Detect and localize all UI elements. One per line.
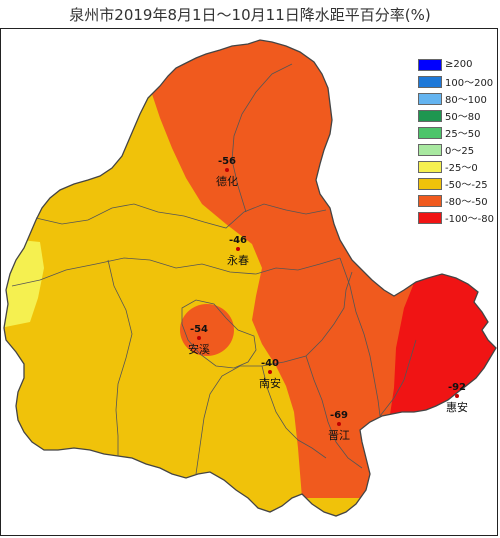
legend-item: -25～0 (418, 158, 494, 175)
station-name: 晋江 (328, 429, 350, 442)
legend-item: 25～50 (418, 124, 494, 141)
legend-swatch (418, 75, 442, 88)
county-boundaries (11, 63, 417, 475)
city-boundary (3, 39, 497, 517)
legend-item: ≥200 (418, 56, 494, 73)
legend-item: -80～-50 (418, 192, 494, 209)
legend-item: 100～200 (418, 73, 494, 90)
station-jinjiang: -69 晋江 (317, 410, 361, 443)
zone-anxi-minus80-to-minus50 (180, 304, 234, 356)
map-frame (0, 28, 498, 536)
legend-swatch (418, 58, 442, 71)
map-title: 泉州市2019年8月1日～10月11日降水距平百分率(%) (69, 6, 431, 24)
legend-swatch (418, 126, 442, 139)
legend-item: 50～80 (418, 107, 494, 124)
station-name: 安溪 (188, 343, 210, 356)
station-value: -92 (447, 382, 467, 393)
station-name: 永春 (227, 254, 249, 267)
legend: ≥200 100～200 80～100 50～80 25～50 0～25 -25～0 -50～… (418, 56, 494, 226)
station-name: 南安 (259, 377, 281, 390)
legend-label: 0～25 (445, 146, 475, 157)
station-value: -46 (228, 235, 248, 246)
station-marker (236, 247, 240, 251)
legend-item: 80～100 (418, 90, 494, 107)
legend-label: -50～-25 (445, 180, 488, 191)
legend-label: 25～50 (445, 129, 481, 140)
legend-label: -100～-80 (444, 214, 494, 225)
legend-swatch (418, 109, 442, 122)
station-name: 德化 (216, 175, 238, 188)
station-anxi: -54 安溪 (177, 324, 221, 357)
legend-item: -100～-80 (418, 209, 494, 226)
legend-label: ≥200 (445, 59, 473, 70)
legend-swatch (418, 143, 442, 156)
station-value: -56 (217, 156, 237, 167)
legend-swatch (418, 160, 442, 173)
legend-swatch (418, 92, 442, 105)
station-marker (197, 336, 201, 340)
legend-label: -80～-50 (445, 197, 488, 208)
station-value: -69 (329, 410, 349, 421)
station-marker (455, 394, 459, 398)
station-yongchun: -46 永春 (216, 235, 260, 268)
station-value: -54 (189, 324, 209, 335)
legend-label: 50～80 (445, 112, 481, 123)
precipitation-anomaly-map (3, 39, 497, 517)
legend-swatch (418, 177, 442, 190)
station-huian: -92 惠安 (435, 382, 479, 415)
station-dehua: -56 德化 (205, 156, 249, 189)
legend-swatch (418, 211, 442, 224)
station-marker (337, 422, 341, 426)
station-marker (268, 370, 272, 374)
station-nanan: -40 南安 (248, 358, 292, 391)
station-marker (225, 168, 229, 172)
legend-swatch (418, 194, 442, 207)
legend-item: 0～25 (418, 141, 494, 158)
station-name: 惠安 (446, 401, 468, 414)
legend-item: -50～-25 (418, 175, 494, 192)
legend-label: -25～0 (445, 163, 478, 174)
legend-label: 100～200 (445, 78, 494, 89)
legend-label: 80～100 (445, 95, 487, 106)
station-value: -40 (260, 358, 280, 369)
